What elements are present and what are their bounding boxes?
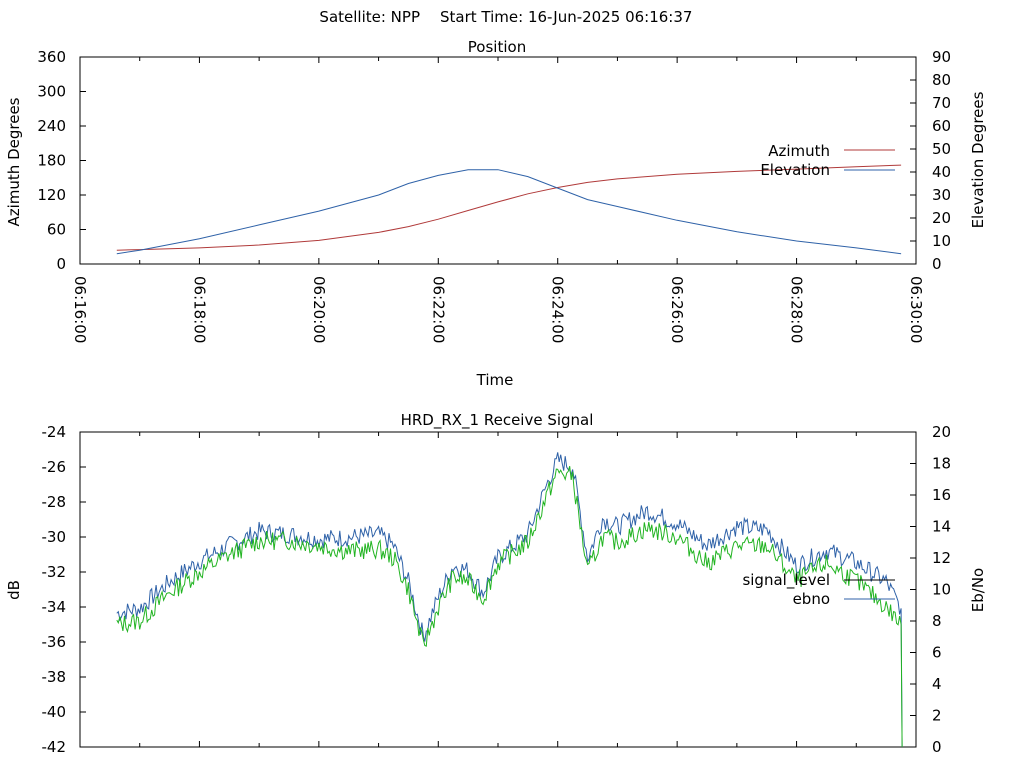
satellite-label: Satellite: NPP <box>319 8 420 26</box>
signal-y-axis-label: dB <box>5 580 23 600</box>
signal-chart: HRD_RX_1 Receive Signal -42 -40 -38 -36 -34 -… <box>5 411 987 756</box>
start-time-label: Start Time: 16-Jun-2025 06:16:37 <box>440 8 692 26</box>
position-y2-tick-label: 50 <box>932 140 951 158</box>
signal-y2-tick-label: 18 <box>932 455 951 473</box>
signal-y-tick-label: -34 <box>42 598 67 616</box>
signal-y-tick-label: -30 <box>42 528 67 546</box>
position-x-axis-label: Time <box>476 371 514 389</box>
legend-elevation-label: Elevation <box>760 161 830 179</box>
position-y2-tick-label: 10 <box>932 232 951 250</box>
position-y2-axis-label: Elevation Degrees <box>969 91 987 228</box>
position-y-axis-label: Azimuth Degrees <box>5 97 23 226</box>
position-y-tick-label: 60 <box>47 221 66 239</box>
position-y-tick-label: 300 <box>37 83 66 101</box>
signal-y2-tick-label: 20 <box>932 423 951 441</box>
signal-plot-frame <box>79 431 917 748</box>
position-y-tick-label: 180 <box>37 152 66 170</box>
position-y2-tick-label: 60 <box>932 117 951 135</box>
signal-level-trace <box>116 466 903 748</box>
legend-signal-level-label: signal_level <box>742 571 830 590</box>
position-y2-tick-label: 40 <box>932 163 951 181</box>
elevation-line <box>116 169 902 255</box>
signal-y-tick-label: -32 <box>42 563 67 581</box>
position-y2-tick-label: 80 <box>932 71 951 89</box>
position-y-tick-label: 240 <box>37 117 66 135</box>
position-y2-tick-label: 70 <box>932 94 951 112</box>
signal-y-tick-label: -36 <box>42 633 67 651</box>
signal-y2-axis-label: Eb/No <box>969 568 987 612</box>
position-y-tick-label: 120 <box>37 186 66 204</box>
position-legend: Azimuth Elevation <box>760 142 895 179</box>
position-y-tick-label: 360 <box>37 48 66 66</box>
signal-y-tick-label: -28 <box>42 493 67 511</box>
position-y2-tick-label: 90 <box>932 48 951 66</box>
signal-y2-tick-label: 0 <box>932 738 942 756</box>
signal-y-tick-label: -26 <box>42 458 67 476</box>
position-y2-tick-label: 20 <box>932 209 951 227</box>
signal-legend: signal_level ebno <box>742 571 895 608</box>
signal-y2-tick-label: 14 <box>932 518 951 536</box>
position-y2-tick-label: 30 <box>932 186 951 204</box>
position-x-tick-label: 06:30:00 <box>907 276 925 343</box>
position-y-tick-label: 0 <box>56 255 66 273</box>
signal-chart-title: HRD_RX_1 Receive Signal <box>401 411 594 430</box>
position-y2-tick-label: 0 <box>932 255 942 273</box>
position-chart: Position 0 60 120 180 240 300 360 0 10 20 30 40 50 60… <box>5 38 987 389</box>
position-x-tick-label: 06:16:00 <box>71 276 89 343</box>
azimuth-line <box>116 164 902 251</box>
signal-y-tick-label: -38 <box>42 668 67 686</box>
signal-y2-tick-label: 6 <box>932 644 942 662</box>
signal-y-tick-label: -42 <box>42 738 67 756</box>
signal-y2-tick-label: 16 <box>932 486 951 504</box>
signal-y2-tick-label: 12 <box>932 549 951 567</box>
ebno-line <box>116 452 903 748</box>
signal-y2-tick-label: 4 <box>932 675 942 693</box>
position-x-tick-label: 06:26:00 <box>668 276 686 343</box>
position-x-tick-label: 06:24:00 <box>549 276 567 343</box>
signal-y2-tick-label: 8 <box>932 612 942 630</box>
signal-y-tick-label: -40 <box>42 703 67 721</box>
signal-y-tick-label: -24 <box>42 423 67 441</box>
position-x-tick-label: 06:18:00 <box>190 276 208 343</box>
legend-ebno-label: ebno <box>793 590 830 608</box>
position-x-tick-label: 06:20:00 <box>310 276 328 343</box>
legend-azimuth-label: Azimuth <box>768 142 830 160</box>
position-x-tick-label: 06:22:00 <box>429 276 447 343</box>
position-x-tick-label: 06:28:00 <box>788 276 806 343</box>
signal-y2-tick-label: 10 <box>932 581 951 599</box>
position-chart-title: Position <box>468 38 526 56</box>
signal-y2-tick-label: 2 <box>932 707 942 725</box>
